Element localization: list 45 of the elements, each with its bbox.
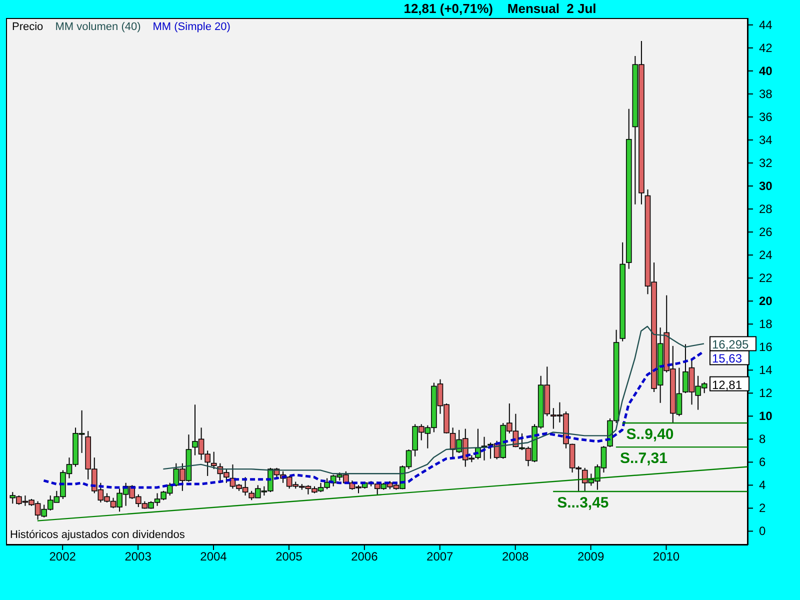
y-tick-label: 34 — [759, 132, 773, 147]
x-tick-label: 2007 — [426, 550, 454, 564]
y-tick-label: 28 — [759, 202, 773, 216]
y-tick-label: 36 — [759, 110, 773, 124]
y-tick-label: 14 — [759, 363, 773, 378]
y-tick-label: 26 — [759, 225, 773, 240]
text: MM volumen (40) — [55, 21, 141, 33]
y-tick-label: 44 — [759, 18, 773, 32]
y-tick-label: 30 — [759, 178, 773, 193]
y-tick-label: 0 — [759, 524, 766, 538]
x-tick-label: 2008 — [502, 550, 530, 564]
annotation: 16,295 — [712, 338, 750, 352]
y-tick-label: 32 — [759, 156, 773, 170]
y-tick-label: 10 — [759, 409, 773, 424]
data-label: 15,63 — [712, 352, 742, 366]
series-label: S..7,31 — [620, 450, 668, 468]
y-tick-label: 8 — [759, 432, 766, 446]
x-tick-label: 2010 — [652, 550, 680, 564]
y-tick-label: 40 — [759, 64, 773, 78]
x-tick-label: 2004 — [200, 550, 228, 564]
y-tick-label: 38 — [759, 86, 773, 101]
series-label: S...3,45 — [557, 494, 609, 512]
x-tick-label: 2009 — [577, 550, 604, 564]
y-tick-label: 6 — [759, 455, 766, 470]
series-label: S..9,40 — [626, 426, 674, 444]
y-tick-label: 4 — [759, 478, 766, 492]
y-tick-label: 20 — [759, 294, 773, 308]
y-tick-label: 12 — [759, 386, 773, 400]
chart-title: 12,81 (+0,71%) Mensual 2 Jul — [402, 1, 598, 16]
y-tick-label: 18 — [759, 317, 773, 332]
annotation: Históricos ajustados con dividendos — [10, 529, 185, 541]
text: MM (Simple 20) — [152, 21, 230, 33]
y-tick-label: 2 — [759, 501, 766, 516]
y-tick-label: 22 — [759, 271, 773, 286]
y-tick-label: 24 — [759, 248, 773, 262]
line-series — [162, 326, 705, 474]
x-tick-label: 2003 — [124, 550, 152, 564]
x-tick-label: 2005 — [276, 550, 303, 564]
text: 12,81 — [712, 378, 742, 392]
y-tick-label: 42 — [759, 40, 773, 55]
x-tick-label: 2002 — [49, 550, 76, 564]
candlestick — [210, 451, 217, 470]
y-tick-label: 16 — [759, 340, 773, 354]
text: Precio — [12, 21, 44, 33]
x-tick-label: 2006 — [351, 550, 378, 564]
